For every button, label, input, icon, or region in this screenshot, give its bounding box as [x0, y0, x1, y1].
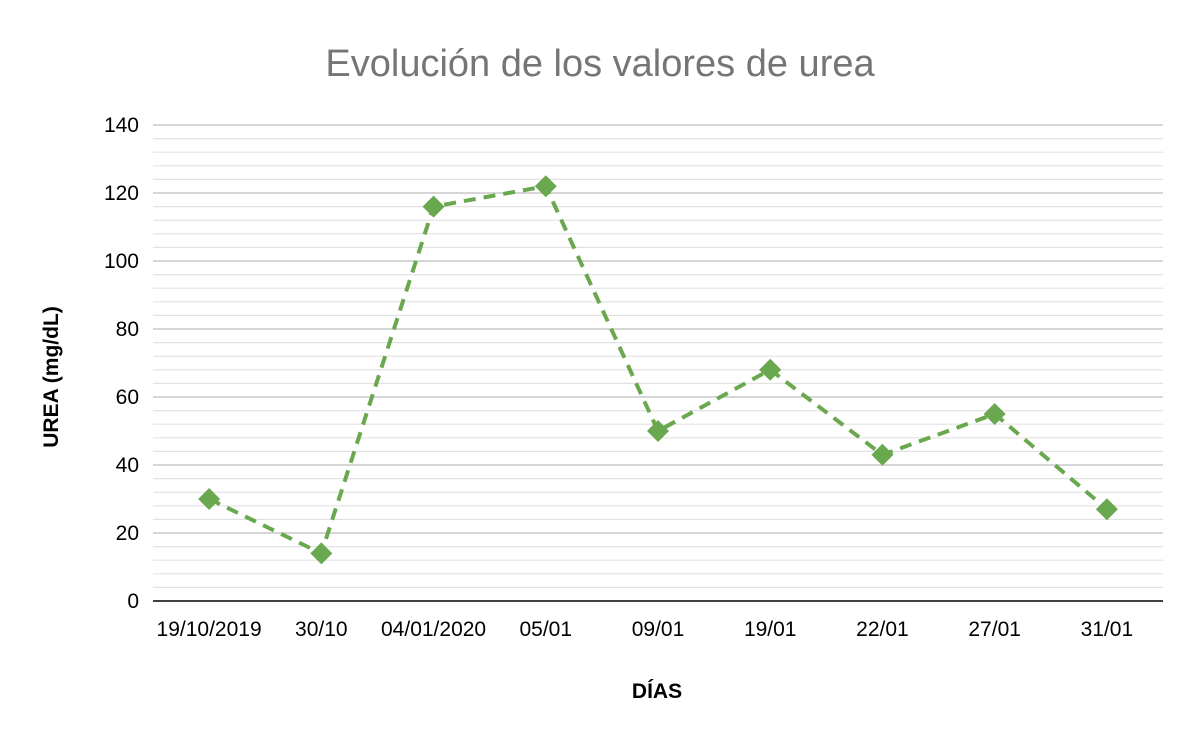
x-tick-label: 27/01	[968, 618, 1021, 641]
y-tick-label: 40	[116, 454, 139, 477]
y-axis-ticks: 0 20 40 60 80 100 120 140	[104, 114, 139, 613]
data-point-marker	[310, 542, 333, 565]
y-tick-label: 140	[104, 114, 139, 137]
y-tick-label: 60	[116, 386, 139, 409]
data-point-marker	[198, 488, 221, 510]
series-urea	[198, 175, 1118, 565]
data-point-marker	[1095, 498, 1118, 521]
y-tick-label: 20	[116, 522, 139, 545]
data-point-marker	[983, 403, 1006, 425]
y-tick-label: 120	[104, 182, 139, 205]
x-tick-label: 30/10	[295, 618, 348, 641]
x-tick-label: 09/01	[632, 618, 685, 641]
x-tick-label: 19/01	[744, 618, 797, 641]
x-axis-ticks: 19/10/2019 30/10 04/01/2020 05/01 09/01 19/01…	[157, 618, 1134, 641]
y-tick-label: 100	[104, 250, 139, 273]
x-tick-label: 04/01/2020	[381, 618, 486, 641]
data-point-marker	[422, 195, 445, 218]
y-tick-label: 80	[116, 318, 139, 341]
y-axis-title: UREA (mg/dL)	[40, 306, 63, 448]
data-point-marker	[534, 175, 557, 198]
chart-title: Evolución de los valores de urea	[325, 43, 875, 85]
gridlines	[153, 124, 1163, 589]
series-line	[208, 184, 1109, 556]
x-axis-title: DÍAS	[632, 680, 682, 703]
y-tick-label: 0	[127, 590, 139, 613]
x-tick-label: 22/01	[856, 618, 909, 641]
data-point-marker	[871, 443, 894, 466]
data-point-marker	[759, 358, 782, 381]
x-tick-label: 05/01	[519, 618, 572, 641]
x-tick-label: 31/01	[1081, 618, 1134, 641]
x-tick-label: 19/10/2019	[157, 618, 262, 641]
data-point-marker	[647, 420, 669, 442]
